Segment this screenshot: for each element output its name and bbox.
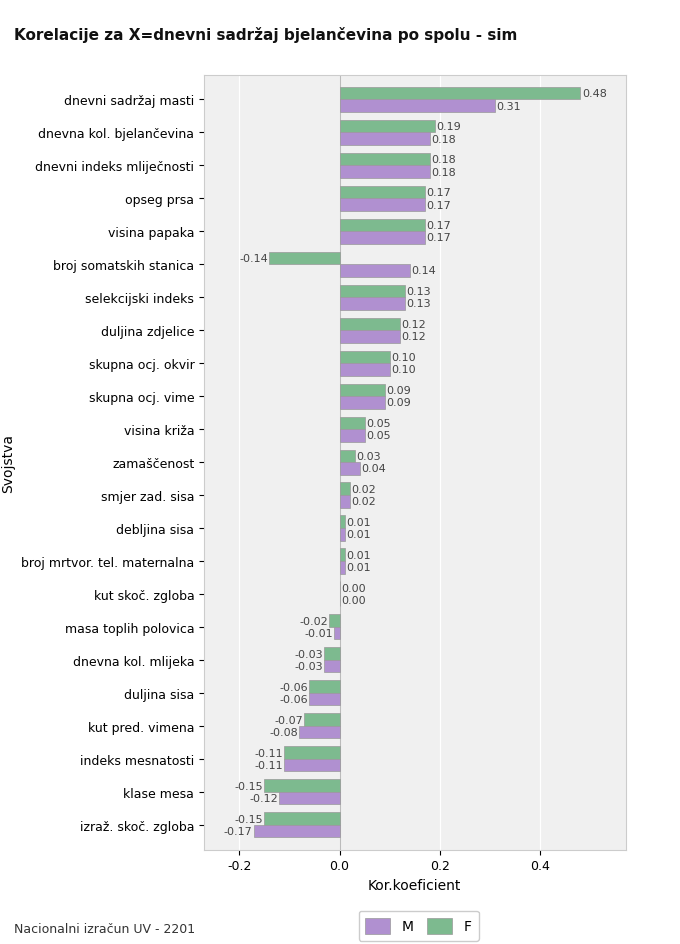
- Bar: [309, 681, 339, 693]
- Bar: [339, 450, 354, 463]
- Text: -0.12: -0.12: [249, 793, 278, 803]
- Text: 0.00: 0.00: [341, 596, 366, 605]
- Text: 0.48: 0.48: [582, 89, 607, 99]
- Text: 0.01: 0.01: [346, 530, 371, 540]
- Text: 0.14: 0.14: [411, 266, 436, 277]
- Bar: [335, 627, 339, 640]
- Text: 0.00: 0.00: [341, 583, 366, 593]
- Bar: [305, 714, 339, 726]
- Bar: [279, 792, 339, 804]
- Bar: [339, 384, 385, 396]
- Bar: [284, 759, 339, 771]
- Text: 0.12: 0.12: [401, 332, 426, 342]
- Bar: [339, 351, 390, 363]
- Legend: M, F: M, F: [358, 911, 479, 940]
- Text: -0.02: -0.02: [299, 616, 328, 626]
- Text: Nacionalni izračun UV - 2201: Nacionalni izračun UV - 2201: [14, 921, 194, 935]
- Bar: [339, 430, 364, 442]
- Text: -0.14: -0.14: [239, 254, 268, 263]
- Text: -0.01: -0.01: [305, 629, 333, 638]
- Text: 0.12: 0.12: [401, 320, 426, 329]
- Text: 0.10: 0.10: [391, 365, 416, 375]
- Text: 0.01: 0.01: [346, 563, 371, 573]
- Bar: [339, 187, 425, 199]
- Bar: [339, 363, 390, 377]
- Text: -0.07: -0.07: [274, 715, 303, 725]
- Bar: [339, 199, 425, 211]
- Bar: [339, 548, 345, 562]
- Text: 0.17: 0.17: [426, 233, 451, 244]
- Text: -0.06: -0.06: [279, 682, 308, 692]
- Text: 0.01: 0.01: [346, 550, 371, 560]
- Text: 0.18: 0.18: [431, 167, 456, 177]
- Bar: [339, 417, 364, 430]
- Bar: [265, 780, 339, 792]
- Text: 0.02: 0.02: [351, 497, 376, 507]
- Text: 0.01: 0.01: [346, 517, 371, 527]
- Bar: [339, 133, 430, 145]
- Text: -0.03: -0.03: [294, 662, 323, 671]
- Y-axis label: Svojstva: Svojstva: [1, 433, 16, 492]
- Text: 0.05: 0.05: [366, 418, 391, 429]
- Bar: [339, 265, 410, 278]
- Text: -0.15: -0.15: [234, 781, 262, 791]
- Text: 0.13: 0.13: [406, 287, 431, 296]
- Bar: [339, 562, 345, 574]
- Bar: [339, 154, 430, 166]
- Bar: [324, 648, 339, 660]
- Text: -0.06: -0.06: [279, 695, 308, 704]
- Text: 0.17: 0.17: [426, 221, 451, 230]
- Bar: [269, 252, 339, 265]
- Bar: [339, 330, 400, 344]
- Text: 0.13: 0.13: [406, 299, 431, 309]
- Text: 0.02: 0.02: [351, 484, 376, 495]
- Text: 0.31: 0.31: [496, 102, 522, 111]
- Bar: [265, 813, 339, 825]
- Bar: [330, 615, 339, 627]
- Text: 0.09: 0.09: [386, 398, 411, 408]
- Bar: [339, 88, 581, 100]
- Text: 0.19: 0.19: [437, 122, 461, 132]
- Bar: [309, 693, 339, 706]
- Bar: [339, 463, 360, 475]
- Text: 0.17: 0.17: [426, 188, 451, 198]
- Bar: [339, 516, 345, 529]
- Text: 0.18: 0.18: [431, 155, 456, 165]
- Bar: [339, 166, 430, 178]
- Bar: [254, 825, 339, 837]
- Text: 0.04: 0.04: [361, 464, 386, 474]
- Text: 0.18: 0.18: [431, 134, 456, 144]
- Text: -0.17: -0.17: [224, 826, 253, 836]
- Bar: [324, 660, 339, 673]
- X-axis label: Kor.koeficient: Kor.koeficient: [368, 878, 462, 892]
- Bar: [284, 747, 339, 759]
- Bar: [339, 232, 425, 244]
- Bar: [339, 100, 495, 112]
- Text: 0.17: 0.17: [426, 200, 451, 211]
- Bar: [339, 318, 400, 330]
- Bar: [339, 483, 350, 496]
- Text: -0.03: -0.03: [294, 649, 323, 659]
- Bar: [339, 496, 350, 508]
- Bar: [339, 298, 405, 311]
- Bar: [339, 529, 345, 541]
- Text: Korelacije za X=dnevni sadržaj bjelančevina po spolu - sim: Korelacije za X=dnevni sadržaj bjelančev…: [14, 26, 517, 42]
- Bar: [339, 219, 425, 232]
- Text: -0.11: -0.11: [254, 748, 283, 758]
- Bar: [339, 285, 405, 298]
- Text: 0.09: 0.09: [386, 385, 411, 396]
- Text: -0.15: -0.15: [234, 814, 262, 823]
- Text: 0.10: 0.10: [391, 352, 416, 362]
- Bar: [339, 121, 435, 133]
- Bar: [339, 396, 385, 409]
- Text: -0.08: -0.08: [269, 727, 298, 737]
- Bar: [299, 726, 339, 738]
- Text: -0.11: -0.11: [254, 760, 283, 770]
- Text: 0.03: 0.03: [356, 451, 381, 462]
- Text: 0.05: 0.05: [366, 430, 391, 441]
